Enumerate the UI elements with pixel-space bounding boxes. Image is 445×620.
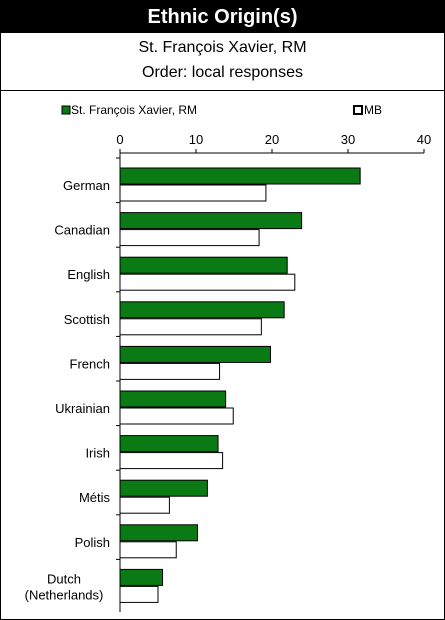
legend: St. François Xavier, RM MB bbox=[61, 103, 382, 117]
bar-mb bbox=[119, 318, 262, 336]
legend-label-mb: MB bbox=[364, 103, 382, 117]
x-tick-label: 10 bbox=[189, 132, 203, 147]
x-tick-label: 20 bbox=[265, 132, 279, 147]
bar-mb bbox=[119, 585, 159, 603]
bars bbox=[119, 167, 361, 603]
category-label: Polish bbox=[75, 535, 110, 550]
category-label: (Netherlands) bbox=[25, 587, 104, 602]
bar-local bbox=[119, 479, 208, 497]
x-tick-label: 40 bbox=[417, 132, 431, 147]
header-divider bbox=[1, 90, 444, 91]
bar-mb bbox=[119, 407, 234, 425]
category-label: Dutch bbox=[47, 571, 81, 586]
bar-mb bbox=[119, 452, 224, 470]
bar-mb bbox=[119, 496, 170, 514]
legend-swatch-mb bbox=[353, 105, 363, 115]
bar-local bbox=[119, 524, 199, 542]
bar-local bbox=[119, 390, 227, 408]
bar-local bbox=[119, 167, 361, 185]
bar-local bbox=[119, 435, 219, 453]
chart-subtitle: St. François Xavier, RM bbox=[138, 39, 307, 56]
bar-local bbox=[119, 212, 303, 230]
bar-local bbox=[119, 301, 285, 319]
category-label: English bbox=[67, 267, 110, 282]
category-label: Irish bbox=[85, 446, 110, 461]
legend-swatch-local bbox=[61, 105, 71, 115]
bar-mb bbox=[119, 229, 260, 247]
bar-mb bbox=[119, 541, 177, 559]
x-tick-label: 30 bbox=[341, 132, 355, 147]
bar-mb bbox=[119, 184, 267, 202]
legend-label-local: St. François Xavier, RM bbox=[71, 103, 197, 117]
bar-mb bbox=[119, 362, 221, 380]
bar-mb bbox=[119, 273, 296, 291]
x-tick-label: 0 bbox=[116, 132, 123, 147]
chart-title: Ethnic Origin(s) bbox=[1, 1, 444, 33]
category-labels: German Canadian English Scottish French Ukrai… bbox=[25, 178, 111, 602]
bar-local bbox=[119, 256, 288, 274]
bar-local bbox=[119, 345, 271, 363]
category-label: Canadian bbox=[54, 223, 110, 238]
bar-local bbox=[119, 568, 164, 586]
category-label: German bbox=[63, 178, 110, 193]
category-label: Scottish bbox=[64, 312, 110, 327]
category-label: Métis bbox=[79, 490, 111, 505]
category-label: Ukrainian bbox=[55, 401, 110, 416]
order-note: Order: local responses bbox=[142, 64, 303, 81]
category-label: French bbox=[70, 356, 110, 371]
